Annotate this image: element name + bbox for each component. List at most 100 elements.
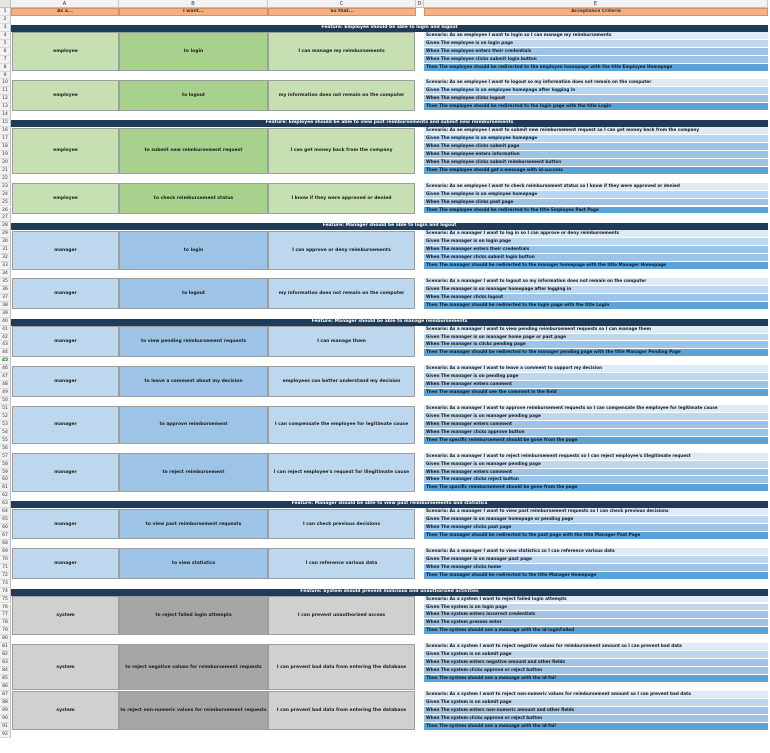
row-number[interactable]: 9 bbox=[0, 71, 11, 80]
story-goal-cell[interactable]: to view pending reimbursement requests bbox=[119, 326, 268, 357]
row-number[interactable]: 82 bbox=[0, 651, 11, 660]
row-number[interactable]: 31 bbox=[0, 246, 11, 255]
acceptance-criteria-then[interactable]: Then The employee should be redirected t… bbox=[424, 103, 768, 112]
row-number[interactable]: 90 bbox=[0, 714, 11, 723]
row-number[interactable]: 92 bbox=[0, 730, 11, 739]
row-number[interactable]: 84 bbox=[0, 667, 11, 675]
story-goal-cell[interactable]: to login bbox=[119, 32, 268, 71]
row-number[interactable]: 26 bbox=[0, 206, 11, 215]
column-header-c[interactable]: C bbox=[268, 0, 416, 8]
story-benefit-cell[interactable]: I can approve or deny reimbursements bbox=[268, 230, 415, 270]
acceptance-criteria-when[interactable]: When The manager clicks reject button bbox=[424, 476, 768, 485]
row-number[interactable]: 24 bbox=[0, 190, 11, 199]
row-number[interactable]: 34 bbox=[0, 270, 11, 278]
row-number[interactable]: 89 bbox=[0, 706, 11, 715]
acceptance-criteria-when[interactable]: When The employee clicks submit login bu… bbox=[424, 55, 768, 64]
story-role-cell[interactable]: employee bbox=[12, 32, 119, 71]
row-number[interactable]: 68 bbox=[0, 539, 11, 548]
acceptance-criteria-scenario[interactable]: Scenario: As an employee I want to submi… bbox=[424, 127, 768, 136]
acceptance-criteria-given[interactable]: Given The manager is on login page bbox=[424, 238, 768, 247]
story-benefit-cell[interactable]: I can prevent unauthorized access bbox=[268, 596, 415, 635]
row-number[interactable]: 67 bbox=[0, 532, 11, 540]
row-number[interactable]: 6 bbox=[0, 47, 11, 56]
story-role-cell[interactable]: employee bbox=[12, 127, 119, 175]
acceptance-criteria-when[interactable]: When The manager enters comment bbox=[424, 468, 768, 477]
story-benefit-cell[interactable]: I can reference various data bbox=[268, 548, 415, 580]
row-number[interactable]: 55 bbox=[0, 436, 11, 445]
acceptance-criteria-then[interactable]: Then The employee should be redirected t… bbox=[424, 206, 768, 215]
story-role-cell[interactable]: manager bbox=[12, 548, 119, 580]
row-number[interactable]: 41 bbox=[0, 325, 11, 334]
story-role-cell[interactable]: system bbox=[12, 596, 119, 635]
row-number[interactable]: 8 bbox=[0, 63, 11, 72]
row-number[interactable]: 49 bbox=[0, 389, 11, 398]
story-benefit-cell[interactable]: I can check previous decisions bbox=[268, 508, 415, 540]
acceptance-criteria-then[interactable]: Then The manager should see the comment … bbox=[424, 389, 768, 398]
row-number[interactable]: 56 bbox=[0, 444, 11, 453]
story-goal-cell[interactable]: to submit new reimbursement request bbox=[119, 127, 268, 175]
story-goal-cell[interactable]: to reject non-numeric values for reimbur… bbox=[119, 691, 268, 731]
row-number[interactable]: 51 bbox=[0, 405, 11, 413]
story-goal-cell[interactable]: to reject failed login attempts bbox=[119, 596, 268, 635]
row-number[interactable]: 60 bbox=[0, 476, 11, 485]
row-number[interactable]: 39 bbox=[0, 309, 11, 318]
row-number[interactable]: 57 bbox=[0, 452, 11, 461]
row-number[interactable]: 45 bbox=[0, 357, 11, 366]
story-role-cell[interactable]: manager bbox=[12, 453, 119, 492]
feature-header[interactable]: Feature: Employee should be able to view… bbox=[11, 120, 768, 128]
row-number[interactable]: 88 bbox=[0, 698, 11, 707]
acceptance-criteria-when[interactable]: When The manager enters comment bbox=[424, 420, 768, 429]
row-number[interactable]: 37 bbox=[0, 293, 11, 302]
row-number[interactable]: 13 bbox=[0, 103, 11, 112]
acceptance-criteria-given[interactable]: Given The employee is on employee homepa… bbox=[424, 87, 768, 96]
column-header-e[interactable]: E bbox=[424, 0, 768, 8]
acceptance-criteria-when[interactable]: When The manager enters their credential… bbox=[424, 246, 768, 255]
row-number[interactable]: 87 bbox=[0, 690, 11, 699]
acceptance-criteria-scenario[interactable]: Scenario: As a manager I want to log in … bbox=[424, 230, 768, 239]
story-role-cell[interactable]: employee bbox=[12, 79, 119, 111]
row-number[interactable]: 79 bbox=[0, 627, 11, 636]
row-number[interactable]: 65 bbox=[0, 516, 11, 525]
row-number[interactable]: 44 bbox=[0, 349, 11, 358]
row-number[interactable]: 10 bbox=[0, 79, 11, 88]
row-number[interactable]: 21 bbox=[0, 166, 11, 175]
acceptance-criteria-then[interactable]: Then The manager should be redirected to… bbox=[424, 532, 768, 540]
row-number[interactable]: 12 bbox=[0, 95, 11, 104]
row-number[interactable]: 81 bbox=[0, 643, 11, 652]
story-benefit-cell[interactable]: I can manage my reimbursements bbox=[268, 32, 415, 71]
row-number[interactable]: 16 bbox=[0, 127, 11, 136]
feature-header[interactable]: Feature: Manager should be able to manag… bbox=[11, 318, 768, 326]
acceptance-criteria-scenario[interactable]: Scenario: As a manager I want to reject … bbox=[424, 452, 768, 461]
acceptance-criteria-given[interactable]: Given The manager is on manager homepage… bbox=[424, 285, 768, 294]
acceptance-criteria-then[interactable]: Then The manager should be redirected to… bbox=[424, 262, 768, 271]
acceptance-criteria-given[interactable]: Given The manager is on manager home pag… bbox=[424, 333, 768, 342]
header-so-that[interactable]: So that... bbox=[268, 8, 416, 16]
acceptance-criteria-when[interactable]: When The employee clicks logout bbox=[424, 95, 768, 104]
row-number[interactable]: 76 bbox=[0, 603, 11, 612]
story-benefit-cell[interactable]: I can reject employee's request for ille… bbox=[268, 453, 415, 492]
acceptance-criteria-given[interactable]: Given The manager is on manager homepage… bbox=[424, 516, 768, 525]
row-number[interactable]: 14 bbox=[0, 111, 11, 120]
acceptance-criteria-when[interactable]: When The system clicks approve or reject… bbox=[424, 714, 768, 723]
story-role-cell[interactable]: manager bbox=[12, 326, 119, 357]
acceptance-criteria-given[interactable]: Given The manager is on manager past pag… bbox=[424, 555, 768, 564]
row-number[interactable]: 25 bbox=[0, 198, 11, 207]
header-as-a[interactable]: As a... bbox=[11, 8, 119, 16]
row-number[interactable]: 54 bbox=[0, 428, 11, 437]
acceptance-criteria-scenario[interactable]: Scenario: As a system I want to reject n… bbox=[424, 643, 768, 652]
acceptance-criteria-scenario[interactable]: Scenario: As a manager I want to logout … bbox=[424, 277, 768, 286]
row-number[interactable]: 28 bbox=[0, 222, 11, 231]
acceptance-criteria-when[interactable]: When The manager clicks past page bbox=[424, 524, 768, 533]
acceptance-criteria-scenario[interactable]: Scenario: As a manager I want to approve… bbox=[424, 405, 768, 413]
acceptance-criteria-given[interactable]: Given The manager is on manager pending … bbox=[424, 412, 768, 421]
row-number[interactable]: 42 bbox=[0, 333, 11, 342]
acceptance-criteria-given[interactable]: Given The employee is on employee homepa… bbox=[424, 190, 768, 199]
story-role-cell[interactable]: manager bbox=[12, 230, 119, 270]
acceptance-criteria-when[interactable]: When The employee clicks past page bbox=[424, 198, 768, 207]
header-i-want[interactable]: I want... bbox=[119, 8, 268, 16]
row-number[interactable]: 40 bbox=[0, 317, 11, 326]
row-number[interactable]: 23 bbox=[0, 182, 11, 191]
row-number[interactable]: 43 bbox=[0, 341, 11, 350]
acceptance-criteria-when[interactable]: When The manager clicks approve button bbox=[424, 428, 768, 437]
row-number[interactable]: 30 bbox=[0, 238, 11, 247]
